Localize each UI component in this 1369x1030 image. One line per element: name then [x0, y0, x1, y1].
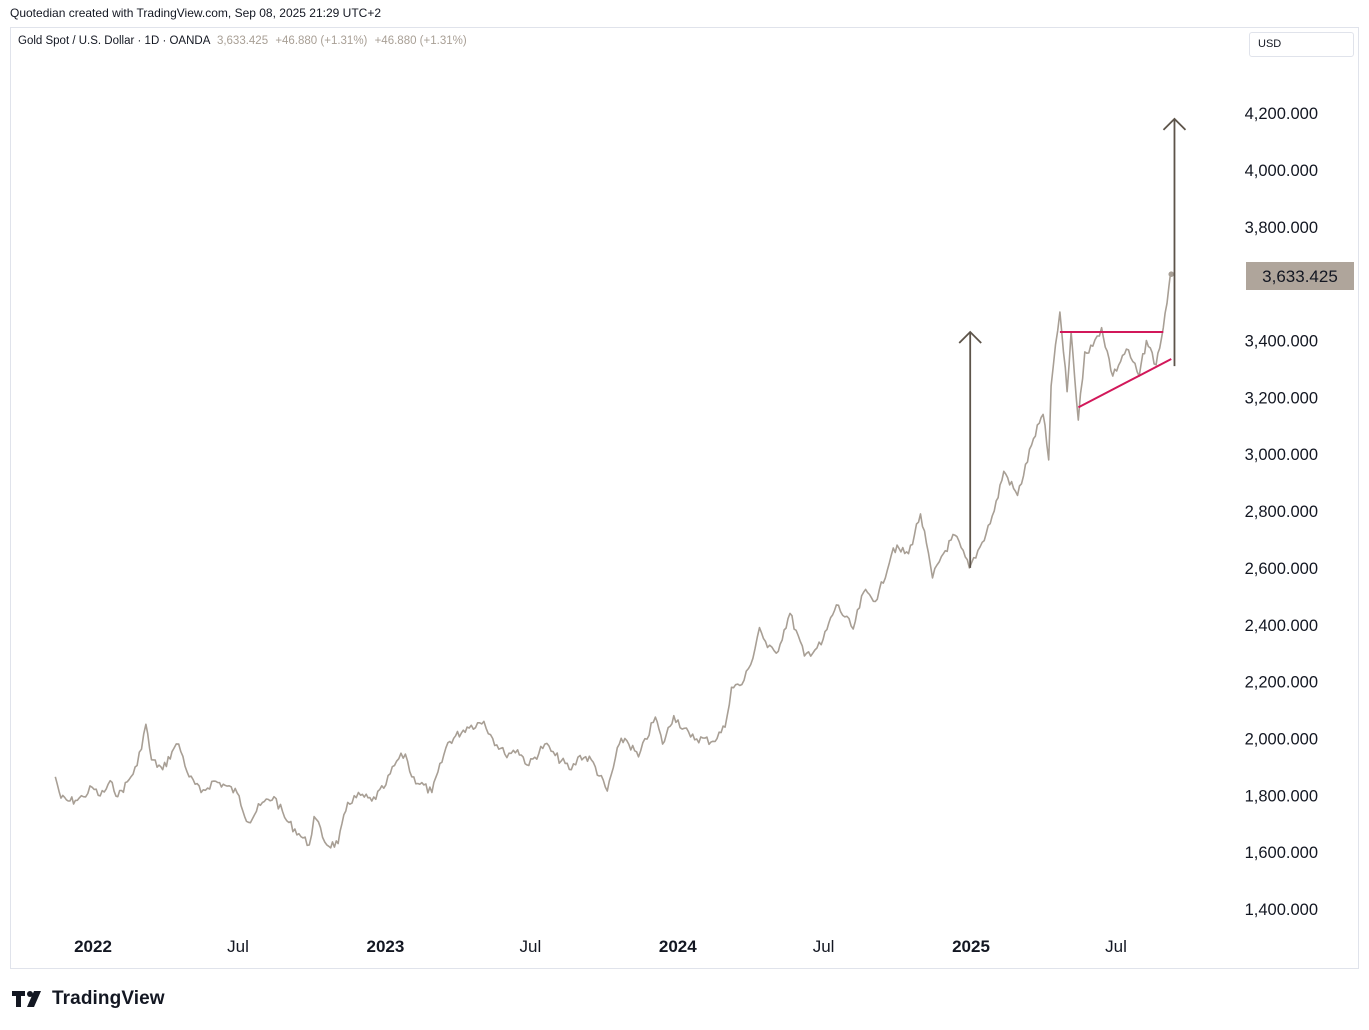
price-change-percent: +46.880 (+1.31%) [374, 35, 467, 47]
last-price-label-text: 3,633.425 [1262, 267, 1338, 286]
y-tick-label: 2,400.000 [1245, 617, 1318, 635]
y-tick-label: 3,400.000 [1245, 333, 1318, 351]
y-tick-label: 3,000.000 [1245, 446, 1318, 464]
y-tick-label: 3,200.000 [1245, 389, 1318, 407]
symbol-title[interactable]: Gold Spot / U.S. Dollar · 1D · OANDA [18, 35, 210, 47]
chart-attribution: Quotedian created with TradingView.com, … [10, 6, 382, 20]
x-tick-label: Jul [813, 937, 835, 956]
y-tick-label: 1,400.000 [1245, 901, 1318, 919]
last-price: 3,633.425 [216, 35, 269, 47]
support-line[interactable] [1077, 358, 1172, 409]
y-tick-label: 2,200.000 [1245, 674, 1318, 692]
tradingview-logo[interactable]: TradingView [12, 988, 165, 1010]
y-tick-label: 3,800.000 [1245, 219, 1318, 237]
price-change: +46.880 (+1.31%) [275, 35, 368, 47]
tradingview-brand: TradingView [52, 988, 165, 1009]
time-axis[interactable]: 2022 Jul 2023 Jul 2024 Jul 2025 Jul [74, 937, 1127, 956]
y-tick-label: 1,600.000 [1245, 844, 1318, 862]
x-tick-label: 2023 [366, 937, 404, 956]
target-arrow-2[interactable] [1162, 117, 1187, 367]
y-tick-label: 2,600.000 [1245, 560, 1318, 578]
target-arrow-1[interactable] [958, 330, 982, 568]
x-tick-label: 2022 [74, 937, 112, 956]
last-price-label: 3,633.425 [1246, 262, 1354, 290]
x-tick-label: 2025 [952, 937, 990, 956]
x-tick-label: Jul [520, 937, 542, 956]
y-tick-label: 4,200.000 [1245, 105, 1318, 123]
y-tick-label: 2,800.000 [1245, 503, 1318, 521]
price-axis[interactable]: 1,400.000 1,600.000 1,800.000 2,000.000 2,20… [1245, 105, 1318, 919]
symbol-header: Gold Spot / U.S. Dollar · 1D · OANDA 3,6… [18, 35, 471, 47]
last-price-dot [1168, 271, 1175, 277]
currency-selector[interactable]: USD [1249, 32, 1354, 57]
y-tick-label: 4,000.000 [1245, 162, 1318, 180]
chart-frame [10, 27, 1359, 969]
gold-price-line [54, 273, 1173, 849]
tradingview-logo-icon [12, 991, 41, 1007]
x-tick-label: 2024 [659, 937, 697, 956]
y-tick-label: 2,000.000 [1245, 730, 1318, 748]
arrow-head [1162, 117, 1187, 131]
y-tick-label: 1,800.000 [1245, 787, 1318, 805]
arrow-head [958, 330, 982, 344]
x-tick-label: Jul [1105, 937, 1127, 956]
x-tick-label: Jul [227, 937, 249, 956]
